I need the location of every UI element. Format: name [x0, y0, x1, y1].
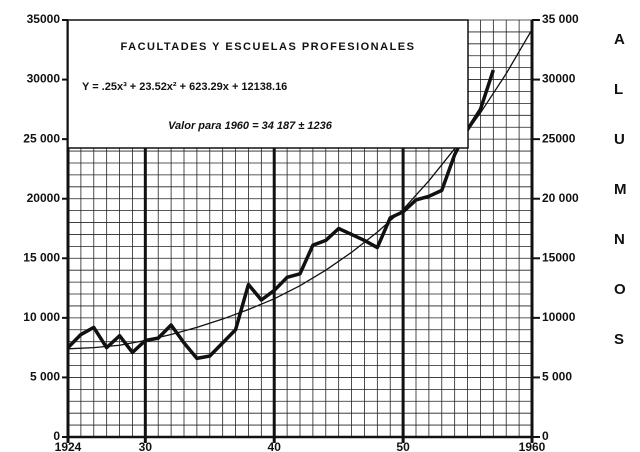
- box-frame: [67, 19, 469, 149]
- y-tick-label: 20000: [27, 191, 61, 205]
- y-tick-label: 0: [53, 429, 60, 443]
- x-tick-label: 1960: [519, 440, 546, 452]
- x-tick-label: 1924: [55, 440, 82, 452]
- x-tick-label: 40: [268, 440, 282, 452]
- label-letter: O: [614, 281, 626, 298]
- label-letter: N: [614, 231, 625, 248]
- x-tick-label: 50: [396, 440, 410, 452]
- y2-tick-label: 15000: [542, 250, 576, 264]
- y-tick-label: 5 000: [30, 370, 60, 384]
- y2-tick-label: 20 000: [542, 191, 579, 205]
- label-letter: S: [614, 331, 624, 348]
- y2-tick-label: 35 000: [542, 12, 579, 26]
- data-line: [66, 69, 495, 361]
- y-tick-label: 35000: [27, 12, 61, 26]
- label-letter: U: [614, 131, 625, 148]
- label-letter: A: [614, 31, 625, 48]
- equation: Y = .25x³ + 23.52x² + 623.29x + 12138.16: [82, 81, 287, 93]
- y-tick-label: 15 000: [23, 250, 60, 264]
- y2-tick-label: 30000: [542, 72, 576, 86]
- y2-tick-label: 5 000: [542, 370, 572, 384]
- x-tick-label: 30: [139, 440, 153, 452]
- y2-tick-label: 25000: [542, 131, 576, 145]
- y-tick-label: 30000: [27, 72, 61, 86]
- chart-title: FACULTADES Y ESCUELAS PROFESIONALES: [121, 41, 416, 53]
- y-tick-label: 10 000: [23, 310, 60, 324]
- legend-box: FACULTADES Y ESCUELAS PROFESIONALES Y = …: [67, 19, 469, 149]
- y2-tick-label: 10000: [542, 310, 576, 324]
- y2-tick-label: 0: [542, 429, 549, 443]
- label-letter: M: [614, 181, 627, 198]
- y-tick-label: 25 000: [23, 131, 60, 145]
- annotation: Valor para 1960 = 34 187 ± 1236: [168, 120, 333, 132]
- y2-axis-label: A L U M N O S: [614, 31, 627, 348]
- label-letter: L: [614, 81, 623, 98]
